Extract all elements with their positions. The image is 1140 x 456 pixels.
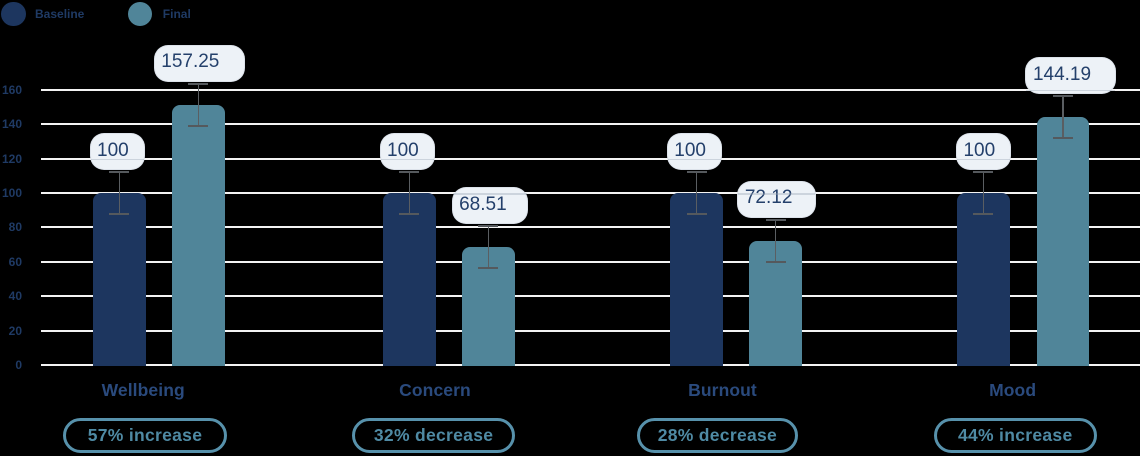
value-label: 100 <box>963 139 996 161</box>
gridline-40 <box>41 295 1140 298</box>
gridline-through-pill <box>667 158 721 161</box>
value-label-pill: 100 <box>89 133 145 171</box>
error-bar-line <box>774 219 777 262</box>
change-badge-burnout: 28% decrease <box>636 417 799 453</box>
value-label-pill: 100 <box>379 133 435 171</box>
gridline-through-pill <box>956 158 1010 161</box>
error-bar-cap-top <box>109 171 130 174</box>
value-label: 100 <box>387 139 419 161</box>
gridline-through-pill <box>90 158 144 161</box>
bar-final-mood <box>1036 117 1090 366</box>
error-bar-cap-bottom <box>399 213 420 216</box>
y-axis-tick-20: 20 <box>8 323 22 338</box>
error-bar-line <box>982 172 985 215</box>
error-bar-line <box>197 83 199 126</box>
error-bar-line <box>408 172 411 215</box>
gridline-through-pill <box>1026 89 1116 92</box>
gridline-through-pill <box>738 193 816 195</box>
error-bar-line <box>1062 96 1064 139</box>
value-label-pill: 68.51 <box>451 187 528 225</box>
y-axis-tick-40: 40 <box>8 289 22 304</box>
y-axis-tick-60: 60 <box>8 254 22 269</box>
error-bar-cap-bottom <box>188 124 209 127</box>
error-bar-cap-top <box>973 171 994 174</box>
value-label: 100 <box>97 139 129 161</box>
error-bar-cap-top <box>188 82 209 85</box>
y-axis-tick-160: 160 <box>1 82 22 97</box>
legend-label-baseline: Baseline <box>35 6 85 21</box>
y-axis-tick-120: 120 <box>1 151 22 166</box>
y-axis-tick-0: 0 <box>15 357 22 372</box>
gridline-through-pill <box>380 158 434 161</box>
error-bar-cap-top <box>399 171 420 174</box>
bar-baseline-mood <box>957 193 1010 366</box>
gridline-through-pill <box>452 193 527 195</box>
error-bar-line <box>487 226 489 269</box>
error-bar-cap-bottom <box>686 213 707 216</box>
category-label-concern: Concern <box>399 380 471 400</box>
error-bar-line <box>118 172 121 215</box>
error-bar-cap-bottom <box>973 213 994 216</box>
gridline-140 <box>41 123 1140 126</box>
value-label-pill: 100 <box>666 133 722 171</box>
legend-swatch-baseline <box>1 1 26 26</box>
value-label: 68.51 <box>459 193 507 215</box>
value-label-pill: 144.19 <box>1025 57 1117 95</box>
error-bar-cap-bottom <box>478 267 499 270</box>
value-label: 72.12 <box>744 187 793 209</box>
change-badge-wellbeing: 57% increase <box>63 417 227 453</box>
value-label-pill: 72.12 <box>737 180 817 218</box>
bar-baseline-concern <box>383 193 436 366</box>
change-badge-text: 44% increase <box>957 424 1073 445</box>
gridline-0 <box>41 363 1140 366</box>
gridline-160 <box>41 88 1140 91</box>
legend-swatch-final <box>127 1 153 26</box>
value-label: 157.25 <box>161 51 220 73</box>
gridline-80 <box>41 226 1140 229</box>
value-label-pill: 100 <box>955 133 1011 171</box>
value-label-pill: 157.25 <box>153 44 245 82</box>
change-badge-text: 28% decrease <box>657 424 778 445</box>
bar-baseline-wellbeing <box>93 193 146 366</box>
gridline-60 <box>41 260 1140 263</box>
error-bar-cap-bottom <box>109 213 130 216</box>
y-axis-tick-80: 80 <box>8 220 22 235</box>
change-badge-text: 32% decrease <box>373 424 494 445</box>
error-bar-line <box>695 172 698 215</box>
error-bar-cap-top <box>478 225 499 228</box>
change-badge-text: 57% increase <box>87 424 203 445</box>
category-label-burnout: Burnout <box>688 380 757 400</box>
error-bar-cap-top <box>686 171 707 174</box>
error-bar-cap-top <box>765 218 786 221</box>
change-badge-mood: 44% increase <box>933 417 1097 453</box>
value-label: 144.19 <box>1032 63 1092 85</box>
y-axis-tick-140: 140 <box>1 117 22 132</box>
bar-baseline-burnout <box>670 193 723 366</box>
category-label-mood: Mood <box>989 380 1037 400</box>
legend: Baseline Final <box>0 0 400 28</box>
category-label-wellbeing: Wellbeing <box>101 380 185 400</box>
bar-final-wellbeing <box>171 104 225 366</box>
gridline-100 <box>41 192 1140 195</box>
error-bar-cap-bottom <box>1052 137 1073 140</box>
error-bar-cap-top <box>1052 95 1073 98</box>
gridline-120 <box>41 157 1140 160</box>
y-axis-tick-100: 100 <box>1 186 22 201</box>
change-badge-concern: 32% decrease <box>352 417 516 453</box>
gridline-20 <box>41 329 1140 332</box>
error-bar-cap-bottom <box>765 260 786 263</box>
value-label: 100 <box>674 139 706 161</box>
legend-label-final: Final <box>162 6 191 21</box>
